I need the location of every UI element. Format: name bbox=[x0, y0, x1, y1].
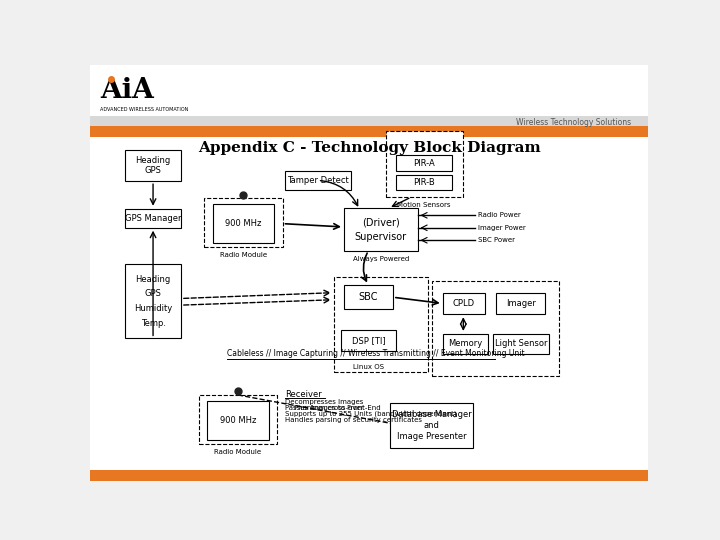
FancyBboxPatch shape bbox=[493, 334, 549, 354]
FancyBboxPatch shape bbox=[334, 277, 428, 372]
Text: Wireless Technology Solutions: Wireless Technology Solutions bbox=[516, 118, 631, 127]
FancyBboxPatch shape bbox=[386, 131, 463, 197]
FancyBboxPatch shape bbox=[390, 403, 473, 448]
FancyBboxPatch shape bbox=[443, 334, 488, 354]
Text: DSP [TI]: DSP [TI] bbox=[351, 336, 385, 345]
Text: PIR-B: PIR-B bbox=[413, 178, 435, 187]
Text: GPS Manager: GPS Manager bbox=[125, 214, 181, 222]
Text: 900 MHz: 900 MHz bbox=[220, 416, 256, 425]
Text: Database Manager: Database Manager bbox=[392, 410, 472, 419]
FancyBboxPatch shape bbox=[443, 293, 485, 314]
Text: GPS: GPS bbox=[145, 166, 161, 176]
Text: and: and bbox=[423, 421, 439, 430]
Text: Light Sensor: Light Sensor bbox=[495, 339, 547, 348]
Text: Temp.: Temp. bbox=[140, 319, 166, 328]
Text: Supports up to 255 Units (bandwidth dependent): Supports up to 255 Units (bandwidth depe… bbox=[285, 411, 457, 417]
Text: AiA: AiA bbox=[100, 77, 154, 104]
FancyBboxPatch shape bbox=[125, 265, 181, 339]
Text: ADVANCED WIRELESS AUTOMATION: ADVANCED WIRELESS AUTOMATION bbox=[100, 107, 189, 112]
Text: Memory: Memory bbox=[449, 339, 482, 348]
FancyBboxPatch shape bbox=[90, 136, 648, 470]
Text: Tamper Detect: Tamper Detect bbox=[287, 176, 349, 185]
Text: Radio Module: Radio Module bbox=[215, 449, 261, 455]
Text: Imager: Imager bbox=[506, 299, 536, 308]
FancyBboxPatch shape bbox=[90, 125, 648, 137]
Text: Radio Power: Radio Power bbox=[478, 212, 521, 218]
Text: Always Powered: Always Powered bbox=[353, 256, 409, 262]
Text: Handles parsing of security certificates: Handles parsing of security certificates bbox=[285, 417, 423, 423]
FancyBboxPatch shape bbox=[432, 281, 559, 376]
Text: Radio Module: Radio Module bbox=[220, 252, 267, 258]
Text: Appendix C - Technology Block Diagram: Appendix C - Technology Block Diagram bbox=[197, 141, 541, 155]
Text: Cableless // Image Capturing // Wireless Transmitting // Event Monitoring Unit: Cableless // Image Capturing // Wireless… bbox=[227, 349, 524, 358]
Text: Supervisor: Supervisor bbox=[355, 232, 407, 241]
FancyBboxPatch shape bbox=[496, 293, 545, 314]
FancyBboxPatch shape bbox=[90, 65, 648, 117]
FancyBboxPatch shape bbox=[341, 330, 396, 351]
FancyBboxPatch shape bbox=[125, 208, 181, 228]
Text: Passes Images to Front-End: Passes Images to Front-End bbox=[285, 405, 381, 411]
Text: Humidity: Humidity bbox=[134, 305, 172, 313]
Text: CPLD: CPLD bbox=[452, 299, 474, 308]
FancyBboxPatch shape bbox=[207, 401, 269, 440]
Text: Heading: Heading bbox=[135, 275, 171, 284]
Text: 900 MHz: 900 MHz bbox=[225, 219, 261, 228]
FancyBboxPatch shape bbox=[344, 208, 418, 251]
FancyBboxPatch shape bbox=[204, 198, 282, 247]
Text: (Driver): (Driver) bbox=[362, 218, 400, 227]
Text: Imager Power: Imager Power bbox=[478, 225, 526, 231]
Text: Linux OS: Linux OS bbox=[353, 364, 384, 370]
FancyBboxPatch shape bbox=[90, 470, 648, 481]
FancyBboxPatch shape bbox=[213, 204, 274, 243]
FancyBboxPatch shape bbox=[125, 150, 181, 181]
Text: GPS: GPS bbox=[145, 289, 161, 299]
Text: Receiver: Receiver bbox=[285, 390, 322, 399]
FancyBboxPatch shape bbox=[90, 116, 648, 126]
FancyBboxPatch shape bbox=[396, 156, 451, 171]
FancyBboxPatch shape bbox=[199, 395, 277, 444]
Text: Motion Sensors: Motion Sensors bbox=[397, 201, 451, 207]
Text: Heading: Heading bbox=[135, 156, 171, 165]
Text: Phantom cross-over: Phantom cross-over bbox=[294, 405, 364, 411]
Text: SBC Power: SBC Power bbox=[478, 237, 515, 243]
FancyBboxPatch shape bbox=[285, 171, 351, 191]
Text: Decompresses Images: Decompresses Images bbox=[285, 399, 364, 404]
Text: PIR-A: PIR-A bbox=[413, 159, 435, 167]
FancyBboxPatch shape bbox=[396, 175, 451, 191]
Text: Image Presenter: Image Presenter bbox=[397, 433, 467, 441]
FancyBboxPatch shape bbox=[344, 285, 393, 309]
Text: SBC: SBC bbox=[359, 292, 378, 302]
